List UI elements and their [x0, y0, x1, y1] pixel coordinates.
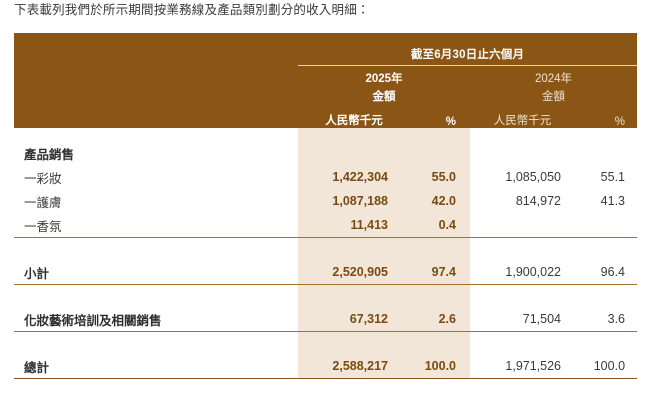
table-header: 截至6月30日止六個月 2025年 2024年 金額 金額 人民幣千元 % 人民…: [14, 33, 638, 128]
intro-paragraph: 下表載列我們於所示期間按業務線及產品類別劃分的收入明細：: [14, 3, 370, 17]
total-pct-2025: 100.0: [410, 354, 470, 378]
revenue-breakdown-table: 截至6月30日止六個月 2025年 2024年 金額 金額 人民幣千元 % 人民…: [14, 33, 638, 379]
total-amount-2024: 1,971,526: [505, 359, 561, 373]
skincare-pct-2025: 42.0: [410, 189, 470, 213]
rule-bottom: [14, 378, 638, 379]
table-row-product-sales-heading: 產品銷售: [14, 141, 637, 165]
row-label-skincare: 一護膚: [24, 195, 62, 210]
fragrance-amount-2025: 11,413: [298, 213, 410, 237]
spacer-before-training: [14, 284, 637, 307]
header-row-year: 2025年 2024年: [14, 65, 638, 86]
training-pct-2024: 3.6: [607, 312, 626, 326]
header-pct-2025: %: [410, 104, 470, 128]
rule-after-fragrance: [14, 237, 638, 238]
subtotal-pct-2025: 97.4: [410, 260, 470, 284]
header-amount-blank: [14, 86, 298, 104]
makeup-pct-2025: 55.0: [410, 165, 470, 189]
header-pct-2024: %: [575, 104, 638, 128]
header-row-unit: 人民幣千元 % 人民幣千元 %: [14, 104, 638, 128]
header-unit-2024: 人民幣千元: [470, 104, 575, 128]
subtotal-amount-2024: 1,900,022: [505, 265, 561, 279]
fragrance-pct-2025: 0.4: [410, 213, 470, 237]
header-year-2024: 2024年: [470, 65, 638, 86]
training-amount-2025: 67,312: [298, 307, 410, 331]
table-row-fragrance: 一香氛 11,413 0.4: [14, 213, 637, 237]
table-row-skincare: 一護膚 1,087,188 42.0 814,972 41.3: [14, 189, 637, 213]
row-label-training: 化妝藝術培訓及相關銷售: [24, 313, 162, 328]
row-label-fragrance: 一香氛: [24, 219, 62, 234]
skincare-amount-2024: 814,972: [515, 194, 561, 208]
table-row-training: 化妝藝術培訓及相關銷售 67,312 2.6 71,504 3.6: [14, 307, 637, 331]
spacer-before-subtotal: [14, 237, 637, 260]
rule-after-training: [14, 331, 638, 332]
subtotal-pct-2024: 96.4: [600, 265, 626, 279]
header-unit-2025: 人民幣千元: [298, 104, 410, 128]
header-amount-2024: 金額: [470, 86, 638, 104]
total-pct-2024: 100.0: [593, 359, 626, 373]
makeup-amount-2025: 1,422,304: [298, 165, 410, 189]
header-year-2025: 2025年: [298, 65, 470, 86]
makeup-pct-2024: 55.1: [600, 170, 626, 184]
skincare-amount-2025: 1,087,188: [298, 189, 410, 213]
training-amount-2024: 71,504: [522, 312, 561, 326]
header-period-label: 截至6月30日止六個月: [298, 33, 638, 66]
spacer-after-header: [14, 128, 637, 141]
fragrance-pct-2024: [575, 213, 637, 237]
total-amount-2025: 2,588,217: [298, 354, 410, 378]
spacer-before-total: [14, 331, 637, 354]
table-row-makeup: 一彩妝 1,422,304 55.0 1,085,050 55.1: [14, 165, 637, 189]
training-pct-2025: 2.6: [410, 307, 470, 331]
header-year-blank: [14, 65, 298, 86]
header-corner-blank: [14, 33, 298, 66]
table-row-subtotal: 小計 2,520,905 97.4 1,900,022 96.4: [14, 260, 637, 284]
fragrance-amount-2024: [470, 213, 575, 237]
row-label-subtotal: 小計: [24, 266, 50, 281]
row-label-product-sales: 產品銷售: [24, 147, 75, 162]
table-body: 產品銷售 一彩妝 1,422,304 55.0 1,085,050 55.1 一…: [14, 128, 638, 379]
skincare-pct-2024: 41.3: [600, 194, 626, 208]
header-row-amount: 金額 金額: [14, 86, 638, 104]
row-label-total: 總計: [24, 360, 50, 375]
header-row-period: 截至6月30日止六個月: [14, 33, 638, 66]
row-label-makeup: 一彩妝: [24, 171, 62, 186]
revenue-table-container: 截至6月30日止六個月 2025年 2024年 金額 金額 人民幣千元 % 人民…: [14, 33, 638, 379]
subtotal-amount-2025: 2,520,905: [298, 260, 410, 284]
header-amount-2025: 金額: [298, 86, 470, 104]
rule-after-subtotal: [14, 284, 638, 285]
makeup-amount-2024: 1,085,050: [505, 170, 561, 184]
table-row-total: 總計 2,588,217 100.0 1,971,526 100.0: [14, 354, 637, 378]
header-unit-blank: [14, 104, 298, 128]
